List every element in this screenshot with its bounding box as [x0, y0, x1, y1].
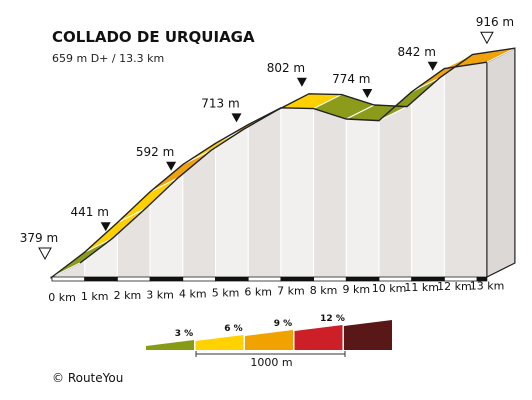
- base-tick-4: [182, 276, 216, 282]
- x-tick-label: 4 km: [179, 287, 207, 300]
- base-tick-2: [117, 276, 151, 282]
- base-tick-8: [313, 276, 347, 282]
- base-tick-7: [280, 276, 315, 282]
- chart-title: COLLADO DE URQUIAGA: [52, 28, 255, 46]
- x-axis-tick-labels: 0 km 1 km 2 km 3 km 4 km 5 km 6 km 7 km 8 km 9 km…: [48, 279, 504, 304]
- base-tick-9: [345, 276, 380, 282]
- legend-label: 6 %: [224, 324, 242, 334]
- x-tick-label: 3 km: [146, 288, 174, 301]
- elevation-label: 774 m: [332, 72, 370, 86]
- x-tick-label: 10 km: [372, 282, 407, 295]
- legend-swatch: [245, 330, 293, 350]
- legend-label: 12 %: [320, 314, 345, 324]
- profile-wall-9: [345, 118, 380, 278]
- legend-swatch: [195, 335, 244, 350]
- elevation-marker-icon: [166, 161, 177, 171]
- elevation-label: 441 m: [70, 205, 108, 219]
- base-tick-13: [476, 276, 488, 282]
- elevation-labels: 379 m 441 m 592 m 713 m 802 m 774 m 842 m 916 m: [20, 15, 514, 261]
- x-tick-label: 6 km: [244, 286, 272, 299]
- elevation-marker-icon: [231, 113, 242, 123]
- x-tick-label: 0 km: [48, 291, 76, 304]
- elevation-label: 916 m: [476, 15, 514, 29]
- profile-base-ticks: [51, 276, 488, 282]
- x-tick-label: 12 km: [437, 280, 472, 293]
- legend-swatch: [294, 325, 343, 350]
- profile-wall-7: [280, 107, 315, 278]
- elevation-marker-icon: [427, 61, 438, 71]
- elevation-label: 713 m: [201, 96, 239, 110]
- profile-wall-5: [215, 123, 249, 278]
- x-tick-label: 9 km: [343, 283, 371, 296]
- legend-label: 3 %: [175, 329, 193, 339]
- x-tick-label: 13 km: [470, 279, 505, 292]
- profile-wall-12: [443, 61, 488, 278]
- profile-wall-8: [313, 107, 347, 278]
- elevation-label: 802 m: [267, 61, 305, 75]
- start-marker-icon: [38, 247, 52, 261]
- base-tick-0: [51, 276, 86, 282]
- x-tick-label: 2 km: [114, 289, 142, 302]
- grade-legend: 3 % 6 % 9 % 12 % 1000 m: [146, 314, 392, 369]
- profile-front-edge: [51, 61, 488, 278]
- profile-end-face: [486, 47, 516, 278]
- x-tick-label: 8 km: [310, 284, 338, 297]
- profile-wall-11: [411, 67, 445, 278]
- x-tick-label: 5 km: [212, 287, 240, 300]
- profile-wall-6: [247, 106, 282, 278]
- x-tick-label: 7 km: [277, 285, 305, 298]
- elevation-label: 842 m: [397, 45, 435, 59]
- copyright-text: © RouteYou: [52, 371, 123, 385]
- elevation-marker-icon: [362, 89, 373, 98]
- elevation-label: 379 m: [20, 231, 58, 245]
- legend-swatch: [344, 320, 392, 350]
- profile-top-band: [51, 47, 516, 278]
- end-marker-icon: [480, 31, 494, 45]
- base-tick-6: [247, 276, 282, 282]
- legend-label: 9 %: [274, 319, 292, 329]
- legend-swatch: [146, 340, 194, 350]
- profile-back-edge: [79, 47, 516, 264]
- elevation-label: 592 m: [136, 145, 174, 159]
- base-tick-3: [149, 276, 184, 282]
- elevation-marker-icon: [100, 222, 111, 232]
- x-tick-label: 1 km: [81, 290, 109, 303]
- base-tick-5: [215, 276, 249, 282]
- profile-side-walls: [50, 47, 516, 279]
- x-tick-label: 11 km: [404, 281, 439, 294]
- chart-subtitle: 659 m D+ / 13.3 km: [52, 52, 164, 65]
- base-tick-1: [84, 276, 118, 282]
- profile-wall-10: [378, 90, 413, 278]
- legend-scale-label: 1000 m: [250, 356, 292, 369]
- elevation-marker-icon: [296, 77, 307, 87]
